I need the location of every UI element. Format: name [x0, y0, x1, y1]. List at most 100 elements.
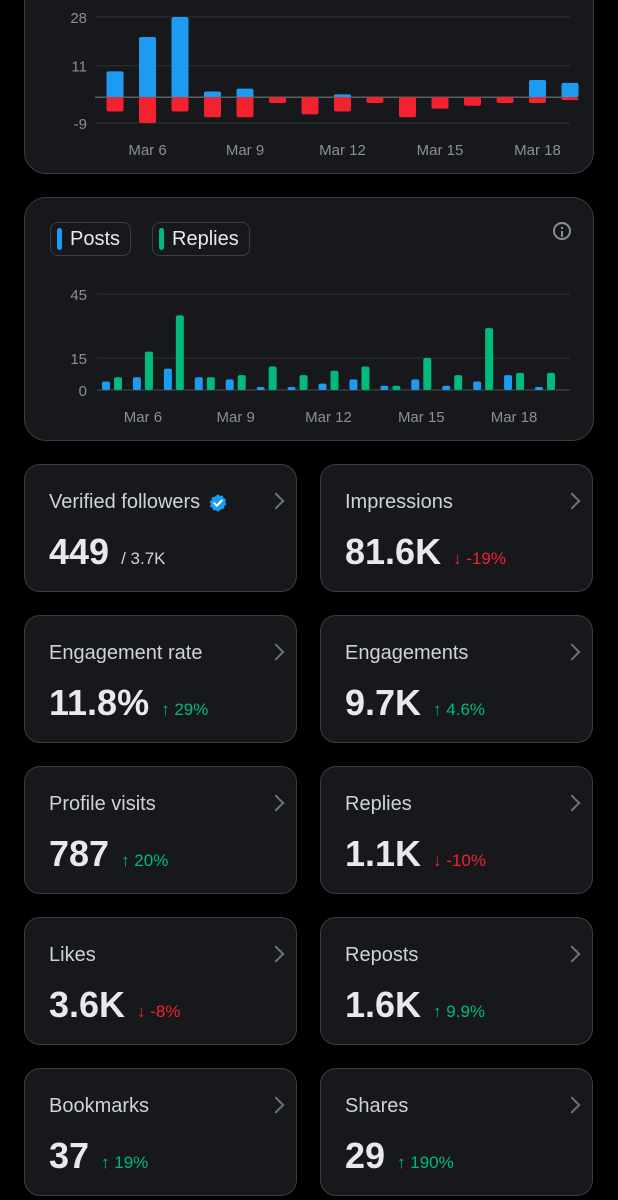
- growth-bar-positive[interactable]: [139, 37, 156, 98]
- metric-card-reposts[interactable]: Reposts 1.6K ↑ 9.9%: [320, 917, 593, 1045]
- activity-bar-posts[interactable]: [102, 381, 110, 390]
- metric-value: 449: [49, 531, 110, 572]
- growth-bar-negative[interactable]: [431, 97, 449, 109]
- metric-value-row: 3.6K ↓ -8%: [49, 984, 181, 1026]
- metric-label-text: Shares: [345, 1095, 409, 1117]
- activity-bar-posts[interactable]: [287, 387, 296, 390]
- activity-bar-replies[interactable]: [206, 377, 215, 390]
- metric-value-row: 37 ↑ 19%: [49, 1135, 148, 1177]
- growth-x-tick: Mar 18: [514, 142, 561, 159]
- metric-label-text: Profile visits: [49, 793, 156, 815]
- growth-y-tick: 28: [70, 10, 87, 27]
- legend-replies-label: Replies: [172, 227, 239, 250]
- metric-card-likes[interactable]: Likes 3.6K ↓ -8%: [24, 917, 297, 1045]
- growth-bar-negative[interactable]: [301, 97, 319, 115]
- info-icon[interactable]: [553, 222, 571, 240]
- growth-bar-negative[interactable]: [399, 97, 416, 118]
- metric-label-text: Engagement rate: [49, 642, 203, 664]
- growth-bar-negative[interactable]: [529, 97, 546, 103]
- activity-bar-replies[interactable]: [114, 377, 122, 390]
- growth-y-tick: -9: [74, 116, 87, 133]
- legend-replies[interactable]: Replies: [152, 222, 250, 256]
- metric-label: Engagements: [345, 642, 468, 665]
- legend-posts-label: Posts: [70, 227, 121, 250]
- growth-bar-negative[interactable]: [334, 97, 351, 112]
- metric-value-row: 9.7K ↑ 4.6%: [345, 682, 485, 724]
- growth-bar-positive[interactable]: [171, 17, 189, 98]
- growth-bar-negative[interactable]: [366, 97, 384, 103]
- activity-bar-replies[interactable]: [516, 372, 525, 390]
- growth-bar-positive[interactable]: [529, 80, 546, 98]
- growth-bar-negative[interactable]: [106, 97, 124, 112]
- metric-label: Verified followers: [49, 491, 228, 514]
- growth-bar-negative[interactable]: [171, 97, 189, 112]
- activity-bar-posts[interactable]: [132, 377, 141, 390]
- activity-bar-replies[interactable]: [268, 366, 277, 390]
- activity-bar-posts[interactable]: [380, 385, 389, 390]
- growth-bar-negative[interactable]: [269, 97, 286, 103]
- growth-bar-negative[interactable]: [236, 97, 254, 118]
- activity-bar-replies[interactable]: [361, 366, 370, 390]
- metric-card-replies[interactable]: Replies 1.1K ↓ -10%: [320, 766, 593, 894]
- activity-bar-replies[interactable]: [423, 358, 432, 390]
- activity-chart-card: Posts Replies 45 15 0 Mar 6 Mar 9 Mar 12 Mar 1…: [24, 197, 594, 441]
- follower-growth-chart: 28 11 -9 Mar 6 Mar 9 Mar 12 Mar 15 Mar 18: [70, 10, 579, 159]
- growth-x-tick: Mar 6: [128, 142, 166, 159]
- activity-bar-posts[interactable]: [318, 383, 327, 390]
- metric-card-shares[interactable]: Shares 29 ↑ 190%: [320, 1068, 593, 1196]
- legend-posts[interactable]: Posts: [50, 222, 132, 256]
- metric-value-row: 29 ↑ 190%: [345, 1135, 454, 1177]
- metric-card-verified-followers[interactable]: Verified followers 449 / 3.7K: [24, 464, 297, 592]
- metric-value: 29: [345, 1135, 386, 1176]
- growth-bar-negative[interactable]: [496, 97, 514, 103]
- metric-card-impressions[interactable]: Impressions 81.6K ↓ -19%: [320, 464, 593, 592]
- growth-bar-negative[interactable]: [464, 97, 481, 106]
- activity-bar-replies[interactable]: [547, 372, 555, 390]
- metric-card-engagement-rate[interactable]: Engagement rate 11.8% ↑ 29%: [24, 615, 297, 743]
- activity-bar-replies[interactable]: [144, 351, 153, 390]
- activity-bar-posts[interactable]: [349, 379, 358, 390]
- metric-label: Engagement rate: [49, 642, 202, 665]
- activity-bar-replies[interactable]: [392, 385, 401, 390]
- growth-bar-positive[interactable]: [236, 88, 254, 98]
- growth-bar-negative[interactable]: [561, 97, 579, 101]
- activity-bar-posts[interactable]: [535, 387, 543, 390]
- activity-bar-replies[interactable]: [175, 315, 184, 390]
- activity-bar-replies[interactable]: [299, 375, 308, 390]
- growth-bar-negative[interactable]: [204, 97, 221, 118]
- metric-change-down: ↓ -10%: [433, 851, 486, 870]
- activity-bar-replies[interactable]: [485, 328, 494, 390]
- activity-bar-posts[interactable]: [411, 379, 420, 390]
- growth-x-tick: Mar 15: [417, 142, 464, 159]
- growth-bar-negative[interactable]: [139, 97, 156, 123]
- growth-bar-positive[interactable]: [106, 71, 124, 98]
- metric-label-text: Likes: [49, 944, 96, 966]
- activity-bar-replies[interactable]: [454, 375, 463, 390]
- chevron-right-icon: [267, 794, 285, 812]
- activity-bar-posts[interactable]: [256, 387, 265, 390]
- metric-label: Profile visits: [49, 793, 156, 816]
- activity-bar-posts[interactable]: [442, 385, 451, 390]
- metric-value-row: 787 ↑ 20%: [49, 833, 168, 875]
- metric-value: 3.6K: [49, 984, 126, 1025]
- metric-value: 9.7K: [345, 682, 422, 723]
- growth-bar-positive[interactable]: [561, 82, 579, 98]
- metric-card-engagements[interactable]: Engagements 9.7K ↑ 4.6%: [320, 615, 593, 743]
- activity-bar-posts[interactable]: [163, 368, 172, 390]
- activity-bar-posts[interactable]: [194, 377, 203, 390]
- metric-change-down: ↓ -19%: [453, 549, 506, 568]
- activity-bar-replies[interactable]: [237, 375, 246, 390]
- activity-bar-posts[interactable]: [473, 381, 482, 390]
- activity-x-tick: Mar 9: [217, 409, 255, 426]
- activity-bar-replies[interactable]: [330, 370, 339, 390]
- activity-bar-posts[interactable]: [225, 379, 234, 390]
- activity-x-tick: Mar 18: [491, 409, 538, 426]
- growth-bar-positive[interactable]: [334, 94, 351, 98]
- growth-bar-positive[interactable]: [204, 91, 221, 98]
- metric-card-bookmarks[interactable]: Bookmarks 37 ↑ 19%: [24, 1068, 297, 1196]
- metric-card-profile-visits[interactable]: Profile visits 787 ↑ 20%: [24, 766, 297, 894]
- activity-bar-posts[interactable]: [504, 375, 513, 390]
- metric-value: 1.1K: [345, 833, 422, 874]
- metric-change-up: ↑ 20%: [121, 851, 169, 870]
- metric-change-up: ↑ 4.6%: [433, 700, 486, 719]
